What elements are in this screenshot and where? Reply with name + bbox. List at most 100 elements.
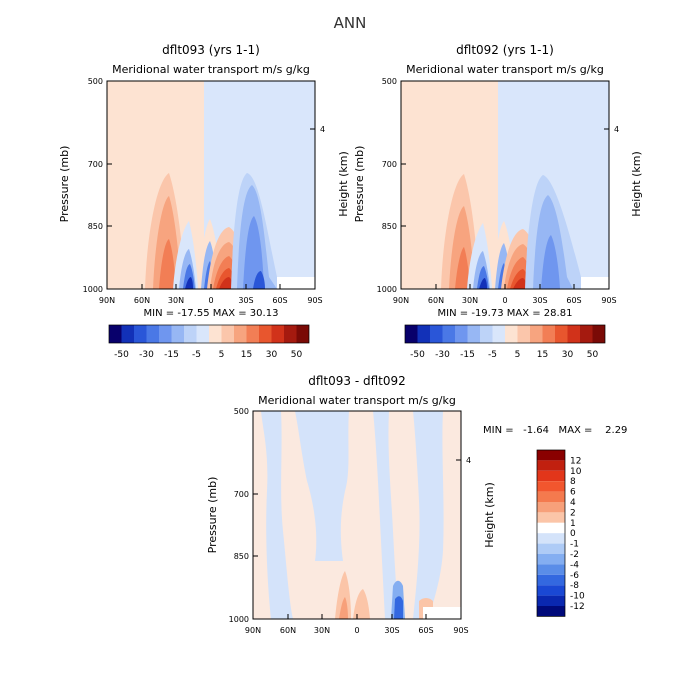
colorbar-label: 50: [587, 350, 599, 360]
min-max-stats: MIN = -19.73 MAX = 28.81: [438, 308, 573, 319]
x-tick-label: 30N: [462, 296, 478, 305]
x-ticks: 90N 60N 30N 0 30S 60S 90S: [393, 284, 617, 305]
x-tick-label: 90N: [393, 296, 409, 305]
colorbar-swatch: [184, 325, 197, 343]
colorbar-swatch: [467, 325, 480, 343]
x-tick-label: 30N: [314, 626, 330, 635]
colorbar-swatch: [517, 325, 530, 343]
colorbar-label: 5: [219, 350, 225, 360]
colorbar: -50 -30 -15 -5 5 15 30 50: [404, 324, 606, 360]
colorbar-label: 6: [570, 488, 576, 498]
colorbar-swatch: [480, 325, 493, 343]
colorbar-swatch: [537, 533, 565, 544]
panel-subtitle: Meridional water transport m/s g/kg: [406, 63, 604, 76]
y-tick-label: 700: [88, 160, 103, 169]
x-tick-label: 0: [208, 296, 213, 305]
colorbar-swatch: [537, 460, 565, 471]
contour-neg-6: [394, 596, 403, 619]
y-axis-label: Pressure (mb): [353, 146, 366, 223]
colorbar-label: -2: [570, 550, 579, 560]
colorbar-swatch: [537, 595, 565, 606]
colorbar-label: 2: [570, 508, 576, 518]
colorbar-swatch: [430, 325, 443, 343]
y-axis-label: Pressure (mb): [58, 146, 71, 223]
colorbar-label: 15: [537, 350, 548, 360]
x-tick-label: 0: [502, 296, 507, 305]
x-tick-label: 90S: [307, 296, 322, 305]
contour-neg-1: [261, 411, 293, 619]
plot-field: [253, 411, 461, 619]
colorbar-swatch: [442, 325, 455, 343]
colorbar-label: -30: [435, 350, 450, 360]
colorbar-frame: [404, 324, 606, 344]
panel-dflt092: dflt092 (yrs 1-1) Meridional water trans…: [353, 43, 643, 360]
x-tick-label: 90S: [453, 626, 468, 635]
colorbar-swatch: [234, 325, 247, 343]
colorbar-swatch: [492, 325, 505, 343]
page-title: ANN: [334, 14, 367, 32]
colorbar-label: -30: [139, 350, 154, 360]
contour-pos-3: [455, 247, 470, 289]
colorbar-label: 10: [570, 467, 582, 477]
colorbar-frame: [108, 324, 310, 344]
colorbar-label: -10: [570, 592, 585, 602]
contour-pos-9: [219, 277, 234, 289]
contour-pos-3: [159, 239, 176, 289]
colorbar-label: -5: [488, 350, 497, 360]
colorbar-label: -50: [114, 350, 129, 360]
colorbar-swatch: [121, 325, 134, 343]
x-tick-label: 60N: [428, 296, 444, 305]
min-max-stats: MIN = -1.64 MAX = 2.29: [483, 425, 627, 436]
contour-neg-4: [479, 278, 487, 289]
contour-neg-4: [185, 277, 193, 289]
colorbar: -50 -30 -15 -5 5 15 30 50: [108, 324, 310, 360]
x-tick-label: 60N: [134, 296, 150, 305]
x-tick-label: 60S: [418, 626, 433, 635]
colorbar-swatch: [537, 585, 565, 596]
x-tick-label: 60N: [280, 626, 296, 635]
x-tick-label: 60S: [566, 296, 581, 305]
masked-area: [277, 277, 315, 289]
colorbar-swatch: [537, 606, 565, 617]
colorbar-label: -50: [410, 350, 425, 360]
y-tick-label: 700: [382, 160, 397, 169]
colorbar-label: -4: [570, 560, 579, 570]
contour-neg-3: [373, 411, 399, 619]
contour-neg-2: [295, 411, 349, 561]
masked-area: [581, 277, 609, 289]
colorbar-swatch: [134, 325, 147, 343]
y-tick-label: 700: [234, 490, 249, 499]
colorbar-swatch: [417, 325, 430, 343]
colorbar-swatch: [246, 325, 259, 343]
colorbar-swatch: [592, 325, 605, 343]
contour-neg-9: [541, 235, 560, 289]
x-tick-label: 0: [354, 626, 359, 635]
colorbar-label: 0: [570, 529, 576, 539]
y-tick-label: 850: [382, 222, 397, 231]
colorbar-label: 1: [570, 519, 576, 529]
contour-pos-2: [339, 597, 348, 619]
y-tick-label: 500: [234, 407, 249, 416]
contour-pos-3: [353, 589, 370, 619]
y-tick-label: 1000: [83, 285, 103, 294]
y-tick-label: 1000: [229, 615, 249, 624]
colorbar-label: -1: [570, 540, 579, 550]
colorbar-swatch: [537, 554, 565, 565]
colorbar-label: -15: [164, 350, 179, 360]
colorbar-label: 8: [570, 477, 576, 487]
x-tick-label: 30N: [168, 296, 184, 305]
y-tick-label: 500: [382, 77, 397, 86]
colorbar-swatch: [537, 450, 565, 461]
x-tick-label: 30S: [238, 296, 253, 305]
colorbar-swatch: [159, 325, 172, 343]
y-tick-label: 850: [234, 552, 249, 561]
y-axis-label-right: Height (km): [337, 151, 350, 217]
colorbar-label: -12: [570, 602, 585, 612]
panel-title: dflt093 - dflt092: [308, 374, 406, 388]
panel-title: dflt093 (yrs 1-1): [162, 43, 260, 57]
masked-area: [423, 607, 461, 619]
colorbar-vertical: 12 10 8 6 4 2 1 0 -1 -2 -4 -6 -8 -10 -12: [536, 449, 585, 617]
colorbar-swatch: [537, 564, 565, 575]
colorbar-label: 50: [291, 350, 303, 360]
x-tick-label: 30S: [384, 626, 399, 635]
